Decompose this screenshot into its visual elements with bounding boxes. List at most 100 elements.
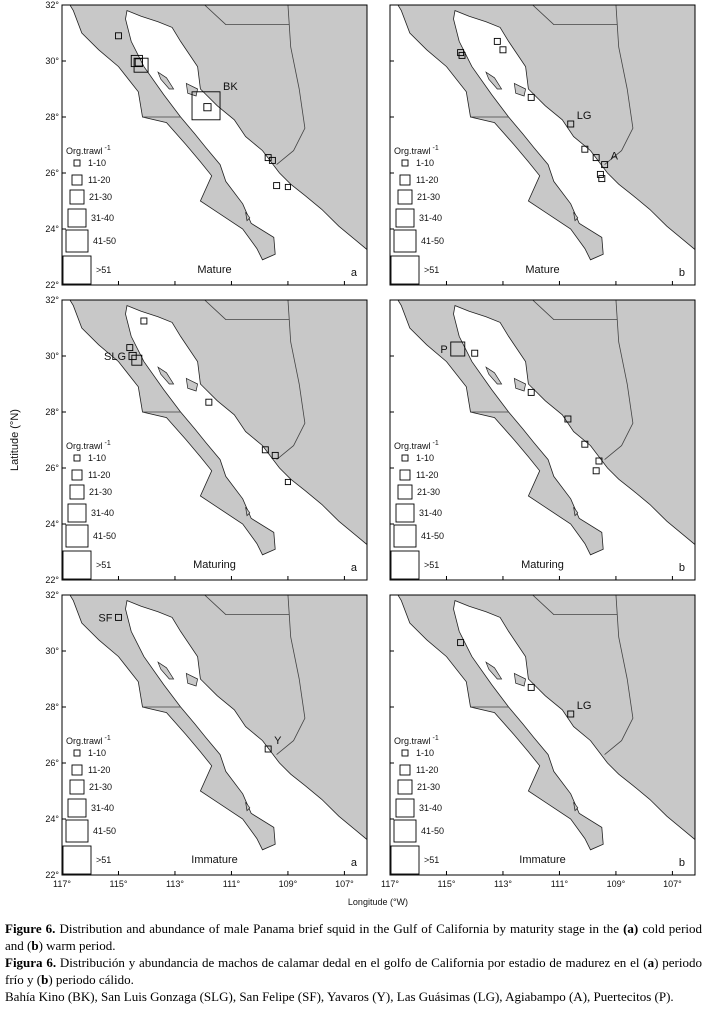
- legend-title-sup: -1: [433, 735, 439, 742]
- y-axis-title: Latitude (°N): [9, 409, 21, 471]
- legend-label: 11-20: [88, 175, 110, 185]
- legend-square: [401, 159, 409, 167]
- legend-label: 41-50: [93, 531, 116, 541]
- abundance-square: [595, 457, 603, 465]
- legend-label: 41-50: [93, 826, 116, 836]
- x-tick-label: 111°: [551, 879, 569, 889]
- state-border: [532, 595, 618, 615]
- caption-text: ) warm period.: [38, 938, 116, 953]
- legend-square: [393, 524, 417, 548]
- map-panel: 117° 115° 113° 111° 109° 107° Org.trawl -1 1-10 1…: [381, 594, 696, 889]
- island: [157, 71, 175, 90]
- caption-text: b: [41, 972, 49, 987]
- map: [397, 595, 695, 851]
- panel-letter: b: [679, 267, 685, 279]
- island: [513, 377, 526, 392]
- abundance-square: [471, 349, 479, 357]
- y-tick-label: 28°: [45, 702, 59, 712]
- legend-square: [67, 798, 87, 818]
- abundance-square: [205, 398, 213, 406]
- x-tick-label: 115°: [110, 879, 128, 889]
- legend-square: [71, 174, 83, 186]
- legend-square: [401, 749, 409, 757]
- y-tick-label: 30°: [45, 56, 59, 66]
- legend-square: [73, 454, 81, 462]
- abundance-square: [567, 710, 575, 718]
- abundance-square: [115, 613, 122, 621]
- map: [69, 5, 367, 261]
- legend-square: [65, 524, 89, 548]
- abundance-square: [284, 183, 291, 191]
- panel-letter: b: [679, 562, 685, 574]
- legend-title-sup: -1: [433, 440, 439, 447]
- legend-square: [399, 764, 411, 776]
- map: [397, 5, 695, 261]
- legend-label: 21-30: [89, 782, 112, 792]
- legend-square: [390, 550, 420, 580]
- panel-frame: [389, 4, 696, 286]
- island: [513, 82, 526, 97]
- site-label: SF: [98, 612, 112, 624]
- y-tick-label: 22°: [45, 870, 59, 880]
- legend-title: Org.trawl -1: [394, 440, 439, 451]
- stage-label: Immature: [191, 854, 237, 866]
- y-tick-label: 32°: [45, 590, 59, 600]
- island: [485, 366, 503, 385]
- x-tick-label: 109°: [279, 879, 298, 889]
- legend-square: [397, 779, 413, 795]
- legend-label: 31-40: [419, 508, 442, 518]
- site-label: SLG: [104, 351, 126, 363]
- legend-label: 41-50: [421, 531, 444, 541]
- caption-text: cold period and (: [5, 921, 703, 953]
- legend-square: [393, 229, 417, 253]
- legend-title-sup: -1: [105, 735, 111, 742]
- caption-text: ) periodo cálido.: [48, 972, 134, 987]
- abundance-square: [592, 154, 600, 162]
- legend-square: [67, 503, 87, 523]
- y-tick-label: 22°: [45, 280, 59, 290]
- caption-text: Figure 6.: [5, 921, 56, 936]
- legend-title-text: Org.trawl: [394, 736, 431, 746]
- panel-frame: [61, 4, 368, 286]
- state-border: [204, 300, 290, 321]
- island: [185, 82, 198, 97]
- legend-square: [395, 208, 415, 228]
- map: [69, 300, 367, 556]
- x-tick-label: 111°: [223, 879, 241, 889]
- island: [485, 71, 503, 90]
- x-tick-label: 117°: [53, 879, 71, 889]
- site-label: LG: [577, 700, 592, 712]
- site-label: BK: [223, 81, 238, 93]
- legend-label: 11-20: [88, 470, 110, 480]
- abundance-square: [596, 170, 604, 178]
- legend-title-sup: -1: [433, 145, 439, 152]
- abundance-square: [581, 440, 589, 448]
- map-panel: Org.trawl -1 1-10 11-20 21-30 31-40 41-50 >51 LG…: [389, 4, 696, 286]
- legend-label: 1-10: [416, 158, 434, 168]
- panel-frame: [61, 299, 368, 581]
- abundance-square: [140, 317, 148, 325]
- legend-square: [397, 189, 413, 205]
- legend-square: [390, 255, 420, 285]
- y-tick-label: 28°: [45, 112, 59, 122]
- x-tick-label: 107°: [663, 879, 682, 889]
- abundance-square: [203, 103, 212, 112]
- map: [69, 595, 367, 851]
- y-tick-label: 26°: [45, 758, 59, 768]
- legend-title-text: Org.trawl: [66, 441, 103, 451]
- legend-square: [395, 798, 415, 818]
- map-panel: 22° 24° 26° 28° 30° 32° Org.trawl -1 1-10 11-20 21…: [45, 0, 368, 290]
- legend-label: 31-40: [419, 213, 442, 223]
- legend-square: [69, 189, 85, 205]
- state-border: [204, 5, 290, 26]
- site-label: LG: [577, 110, 592, 122]
- legend-square: [401, 454, 409, 462]
- legend-label: 11-20: [416, 175, 438, 185]
- map-panel: 22° 24° 26° 28° 30° 32° 117° 115° 113° 111° 109° 10…: [45, 590, 368, 889]
- abundance-square: [271, 451, 279, 459]
- legend-square: [71, 469, 83, 481]
- abundance-square: [131, 354, 143, 366]
- y-tick-label: 26°: [45, 168, 59, 178]
- abundance-square: [601, 161, 609, 169]
- state-border: [532, 5, 618, 26]
